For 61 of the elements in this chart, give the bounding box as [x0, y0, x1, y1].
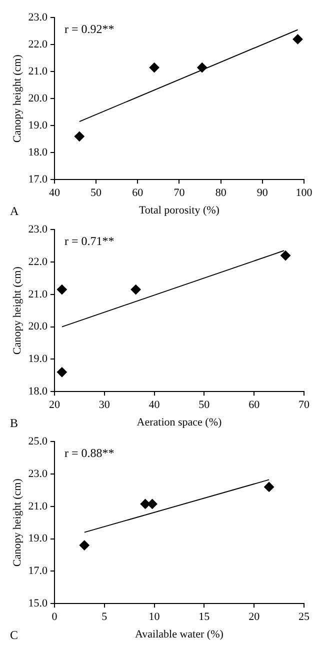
y-tick-label: 22.0	[28, 38, 48, 50]
x-tick-label: 30	[98, 399, 110, 412]
x-axis-title: Aeration space (%)	[136, 416, 222, 428]
annotation: r = 0.92**	[64, 22, 114, 36]
x-tick-label: 10	[148, 611, 160, 624]
y-axis-title: Canopy height (cm)	[11, 54, 24, 143]
text: C	[10, 628, 18, 642]
point	[74, 131, 84, 142]
point	[56, 367, 67, 378]
point	[147, 498, 158, 509]
y-tick-label: 23.0	[28, 468, 48, 480]
y-tick-label: 15.0	[28, 597, 48, 610]
x-tick-label: 50	[198, 399, 210, 412]
x-tick-label: 70	[174, 187, 186, 200]
x-tick-label: 5	[102, 611, 108, 624]
y-axis-title: Canopy height (cm)	[11, 266, 24, 355]
y-tick-label: 21.0	[28, 500, 48, 512]
y-tick-label: 22.0	[28, 256, 48, 268]
x-tick-label: 80	[215, 187, 227, 200]
text: B	[10, 416, 18, 430]
point	[264, 482, 274, 492]
y-tick-label: 21.0	[28, 288, 48, 300]
point	[149, 62, 160, 73]
y-tick-label: 19.0	[28, 353, 48, 366]
y-tick-label: 17.0	[28, 173, 48, 186]
x-axis-title: Available water (%)	[135, 628, 224, 640]
x-tick-label: 0	[52, 611, 58, 624]
point	[56, 284, 67, 295]
point	[130, 284, 141, 295]
x-tick-label: 25	[298, 611, 310, 624]
x-tick-label: 40	[148, 399, 160, 412]
y-tick-label: 25.0	[28, 435, 48, 448]
x-tick-label: 90	[256, 187, 268, 200]
y-axis-title: Canopy height (cm)	[11, 478, 24, 567]
y-tick-label: 18.0	[28, 146, 48, 158]
x-tick-label: 20	[48, 399, 60, 412]
y-tick-label: 21.0	[28, 65, 48, 78]
y-tick-label: 17.0	[28, 565, 48, 578]
y-tick-label: 20.0	[28, 92, 48, 104]
x-tick-label: 70	[298, 399, 310, 412]
y-tick-label: 23.0	[28, 223, 48, 236]
y-tick-label: 19.0	[28, 532, 48, 545]
annotation: r = 0.88**	[64, 446, 114, 460]
x-tick-label: 60	[132, 187, 144, 200]
annotation: r = 0.71**	[64, 234, 114, 248]
y-tick-label: 19.0	[28, 119, 48, 132]
x-axis-title: Total porosity (%)	[138, 204, 220, 216]
y-tick-label: 23.0	[28, 11, 48, 24]
x-tick-label: 40	[48, 187, 60, 200]
x-tick-label: 60	[248, 399, 260, 412]
x-tick-label: 20	[248, 611, 260, 624]
x-tick-label: 100	[296, 187, 313, 200]
point	[197, 62, 208, 73]
text: A	[10, 204, 19, 218]
x-tick-label: 15	[198, 611, 210, 624]
x-tick-label: 50	[90, 187, 102, 200]
point	[79, 540, 90, 550]
point	[292, 34, 303, 44]
y-tick-label: 20.0	[28, 320, 48, 333]
y-tick-label: 18.0	[28, 385, 48, 398]
point	[280, 250, 291, 261]
